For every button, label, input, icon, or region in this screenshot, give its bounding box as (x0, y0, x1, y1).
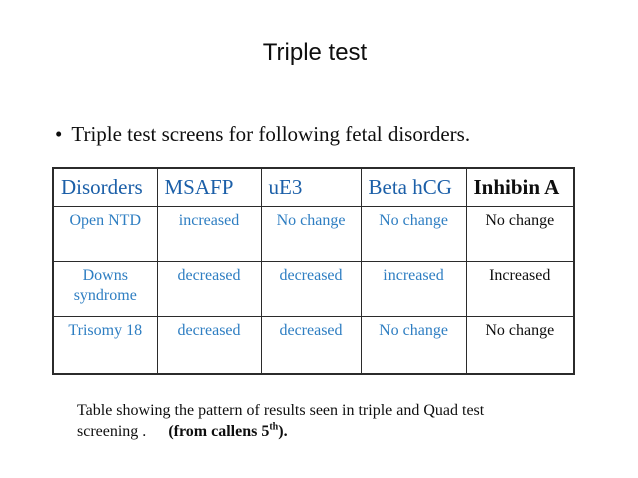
caption-source-post: ). (278, 423, 288, 440)
caption-line2-text: screening . (77, 423, 147, 440)
table-cell: No change (360, 315, 467, 375)
table-cell: No change (465, 205, 575, 262)
table-cell: decreased (156, 260, 262, 317)
results-table: Disorders MSAFP uE3 Beta hCG Inhibin A O… (52, 167, 575, 375)
caption-line1: Table showing the pattern of results see… (77, 402, 485, 419)
column-header-beta-hcg: Beta hCG (360, 167, 467, 207)
slide-title: Triple test (262, 39, 368, 66)
caption-source: (from callens 5th). (168, 421, 288, 440)
table-cell: Open NTD (52, 205, 158, 262)
table-cell: decreased (260, 260, 362, 317)
table-cell: Downs syndrome (52, 260, 158, 317)
superscript-th: th (269, 421, 279, 433)
bullet-marker: • (55, 122, 63, 146)
table-cell: decreased (156, 315, 262, 375)
column-header-msafp: MSAFP (156, 167, 262, 207)
bullet-item: • Triple test screens for following fetal… (55, 122, 470, 147)
table-row: Open NTD increased No change No change N… (52, 205, 575, 262)
caption-source-pre: (from callens 5 (168, 423, 270, 440)
table-cell: increased (360, 260, 467, 317)
table-cell: No change (465, 315, 575, 375)
table-cell: No change (360, 205, 467, 262)
bullet-text: Triple test screens for following fetal … (71, 122, 471, 146)
table-row: Downs syndrome decreased decreased incre… (52, 260, 575, 317)
table-cell: decreased (260, 315, 362, 375)
table-row: Trisomy 18 decreased decreased No change… (52, 315, 575, 375)
table-cell: No change (260, 205, 362, 262)
table-cell: Trisomy 18 (52, 315, 158, 375)
caption-line2: screening . (from callens 5th). (77, 421, 557, 442)
column-header-inhibin-a: Inhibin A (465, 167, 575, 207)
table-header-row: Disorders MSAFP uE3 Beta hCG Inhibin A (52, 167, 575, 207)
column-header-ue3: uE3 (260, 167, 362, 207)
column-header-disorders: Disorders (52, 167, 158, 207)
table-cell: increased (156, 205, 262, 262)
caption: Table showing the pattern of results see… (77, 400, 557, 442)
table-cell: Increased (465, 260, 575, 317)
